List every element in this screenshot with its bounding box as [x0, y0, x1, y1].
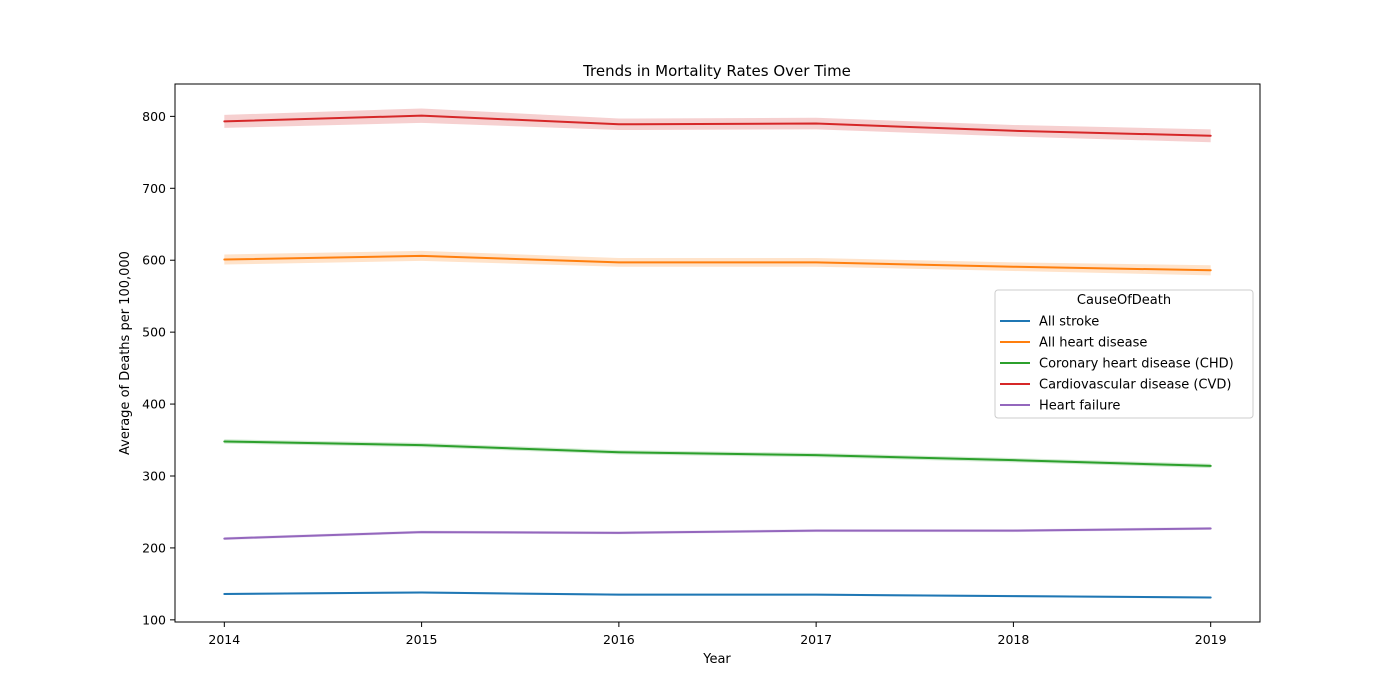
chart-title: Trends in Mortality Rates Over Time — [582, 62, 851, 80]
y-tick-label: 400 — [142, 397, 166, 412]
series-line-cardiovascular-disease-cvd — [223, 114, 1212, 137]
legend-label: Coronary heart disease (CHD) — [1039, 357, 1234, 372]
series-line-all-heart-disease — [223, 254, 1212, 272]
legend-items: All stroke All heart disease Coronary hear… — [1000, 315, 1234, 414]
y-tick-label: 200 — [142, 540, 166, 555]
plot-area-frame — [174, 83, 1261, 623]
x-tick-label: 2015 — [406, 632, 438, 647]
legend-title: CauseOfDeath — [1077, 293, 1171, 308]
legend: CauseOfDeath All stroke All heart disease… — [994, 289, 1254, 419]
legend-box — [994, 289, 1254, 419]
y-tick-label: 600 — [142, 253, 166, 268]
y-tick-label: 100 — [142, 612, 166, 627]
legend-label: Cardiovascular disease (CVD) — [1039, 378, 1231, 393]
legend-label: All heart disease — [1039, 336, 1147, 351]
x-tick-label: 2019 — [1195, 632, 1227, 647]
y-tick-label: 300 — [142, 468, 166, 483]
series-lines — [223, 114, 1212, 599]
x-tick-label: 2016 — [603, 632, 635, 647]
y-axis-label: Average of Deaths per 100,000 — [118, 251, 133, 455]
x-axis-ticks: 2014 2015 2016 2017 2018 2019 — [208, 622, 1227, 647]
y-tick-label: 700 — [142, 181, 166, 196]
legend-label: Heart failure — [1039, 399, 1120, 414]
y-axis-ticks: 100 200 300 400 500 600 700 800 — [142, 109, 175, 627]
y-tick-label: 800 — [142, 109, 166, 124]
series-line-all-stroke — [223, 591, 1212, 599]
legend-label: All stroke — [1039, 315, 1099, 330]
series-line-heart-failure — [223, 527, 1212, 540]
x-tick-label: 2018 — [998, 632, 1030, 647]
series-line-coronary-heart-disease-chd — [223, 440, 1212, 467]
x-tick-label: 2017 — [800, 632, 832, 647]
confidence-band-cardiovascular-disease-cvd — [224, 108, 1211, 143]
x-tick-label: 2014 — [208, 632, 240, 647]
y-tick-label: 500 — [142, 325, 166, 340]
x-axis-label: Year — [702, 652, 731, 667]
